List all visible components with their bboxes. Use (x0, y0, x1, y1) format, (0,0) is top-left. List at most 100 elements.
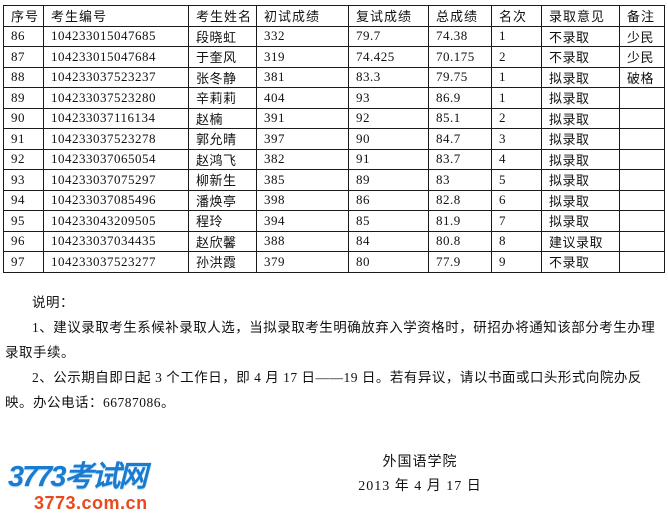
table-cell: 104233037085496 (43, 189, 189, 211)
table-cell: 86 (348, 189, 429, 211)
table-cell: 柳新生 (188, 169, 257, 191)
table-cell: 拟录取 (541, 169, 620, 191)
table-cell: 89 (348, 169, 429, 191)
table-cell: 89 (3, 87, 44, 109)
table-cell: 397 (256, 128, 349, 150)
table-cell: 70.175 (428, 46, 492, 68)
table-row: 92 104233037065054 赵鸿飞 382 91 83.7 4 拟录取 (3, 148, 665, 170)
signature-org: 外国语学院 (382, 455, 458, 470)
table-cell: 不录取 (541, 251, 620, 273)
table-cell: 379 (256, 251, 349, 273)
table-cell: 104233037116134 (43, 107, 189, 129)
table-cell: 404 (256, 87, 349, 109)
table-cell: 388 (256, 230, 349, 252)
table-cell: 385 (256, 169, 349, 191)
table-cell: 90 (3, 107, 44, 129)
table-cell: 郭允晴 (188, 128, 257, 150)
column-header: 录取意见 (541, 5, 620, 27)
notes-section: 说明： 1、建议录取考生系候补录取人选，当拟录取考生明确放弃入学资格时，研招办将… (5, 290, 662, 415)
note-item-2: 2、公示期自即日起 3 个工作日，即 4 月 17 日——19 日。若有异议，请… (5, 369, 642, 410)
table-cell: 94 (3, 189, 44, 211)
table-cell (619, 169, 665, 191)
table-cell: 2 (491, 46, 542, 68)
table-cell: 程玲 (188, 210, 257, 232)
table-cell: 391 (256, 107, 349, 129)
signature-date: 2013 年 4 月 17 日 (358, 479, 482, 494)
table-cell: 381 (256, 66, 349, 88)
table-cell: 104233015047685 (43, 25, 189, 47)
column-header: 复试成绩 (348, 5, 429, 27)
table-cell: 张冬静 (188, 66, 257, 88)
table-cell: 5 (491, 169, 542, 191)
table-row: 86 104233015047685 段晓虹 332 79.7 74.38 1 不录取 少民 (3, 25, 665, 47)
table-cell (619, 128, 665, 150)
table-row: 94 104233037085496 潘焕亭 398 86 82.8 6 拟录取 (3, 189, 665, 211)
table-cell: 拟录取 (541, 148, 620, 170)
table-cell (619, 230, 665, 252)
table-cell: 86 (3, 25, 44, 47)
table-cell: 104233043209505 (43, 210, 189, 232)
table-row: 96 104233037034435 赵欣馨 388 84 80.8 8 建议录取 (3, 230, 665, 252)
table-cell: 2 (491, 107, 542, 129)
table-row: 93 104233037075297 柳新生 385 89 83 5 拟录取 (3, 169, 665, 191)
table-cell: 382 (256, 148, 349, 170)
column-header: 备注 (619, 5, 665, 27)
table-cell (619, 210, 665, 232)
table-cell: 74.38 (428, 25, 492, 47)
table-cell: 于奎风 (188, 46, 257, 68)
table-cell: 104233037523277 (43, 251, 189, 273)
table-cell (619, 148, 665, 170)
notes-heading: 说明： (32, 294, 74, 310)
column-header: 初试成绩 (256, 5, 349, 27)
table-cell: 80 (348, 251, 429, 273)
watermark-domain-text: 3773.com.cn (34, 493, 148, 513)
table-cell: 85 (348, 210, 429, 232)
signature-block: 外国语学院 2013 年 4 月 17 日 (310, 451, 530, 499)
table-cell: 398 (256, 189, 349, 211)
table-cell: 104233037523280 (43, 87, 189, 109)
table-row: 88 104233037523237 张冬静 381 83.3 79.75 1 拟录取 破格 (3, 66, 665, 88)
table-cell: 拟录取 (541, 128, 620, 150)
table-cell: 建议录取 (541, 230, 620, 252)
table-cell: 87 (3, 46, 44, 68)
table-cell: 104233015047684 (43, 46, 189, 68)
table-row: 95 104233043209505 程玲 394 85 81.9 7 拟录取 (3, 210, 665, 232)
table-cell: 辛莉莉 (188, 87, 257, 109)
table-cell: 104233037523237 (43, 66, 189, 88)
table-cell: 332 (256, 25, 349, 47)
table-cell: 4 (491, 148, 542, 170)
table-cell: 84.7 (428, 128, 492, 150)
table-cell: 104233037034435 (43, 230, 189, 252)
table-cell: 拟录取 (541, 66, 620, 88)
table-cell: 96 (3, 230, 44, 252)
table-cell: 79.7 (348, 25, 429, 47)
table-cell: 83 (428, 169, 492, 191)
watermark-logo-text: 3773考试网 (8, 461, 148, 493)
results-table-body: 86 104233015047685 段晓虹 332 79.7 74.38 1 不录取 少民 87… (3, 25, 665, 273)
table-cell: 赵鸿飞 (188, 148, 257, 170)
table-cell: 拟录取 (541, 107, 620, 129)
table-cell: 86.9 (428, 87, 492, 109)
table-cell: 104233037075297 (43, 169, 189, 191)
table-cell: 90 (348, 128, 429, 150)
table-cell: 83.7 (428, 148, 492, 170)
table-cell: 赵欣馨 (188, 230, 257, 252)
table-cell (619, 251, 665, 273)
table-cell: 3 (491, 128, 542, 150)
column-header: 考生编号 (43, 5, 189, 27)
table-cell: 93 (348, 87, 429, 109)
table-cell: 93 (3, 169, 44, 191)
table-cell: 104233037523278 (43, 128, 189, 150)
table-cell: 不录取 (541, 46, 620, 68)
table-cell: 赵楠 (188, 107, 257, 129)
table-cell: 92 (3, 148, 44, 170)
table-cell: 不录取 (541, 25, 620, 47)
table-cell: 段晓虹 (188, 25, 257, 47)
admission-results-table: 序号 考生编号 考生姓名 初试成绩 复试成绩 总成绩 名次 录取意见 备注 86 10423301… (3, 5, 665, 273)
table-cell: 95 (3, 210, 44, 232)
table-cell: 84 (348, 230, 429, 252)
table-row: 90 104233037116134 赵楠 391 92 85.1 2 拟录取 (3, 107, 665, 129)
table-cell: 79.75 (428, 66, 492, 88)
table-cell: 91 (348, 148, 429, 170)
column-header: 考生姓名 (188, 5, 257, 27)
